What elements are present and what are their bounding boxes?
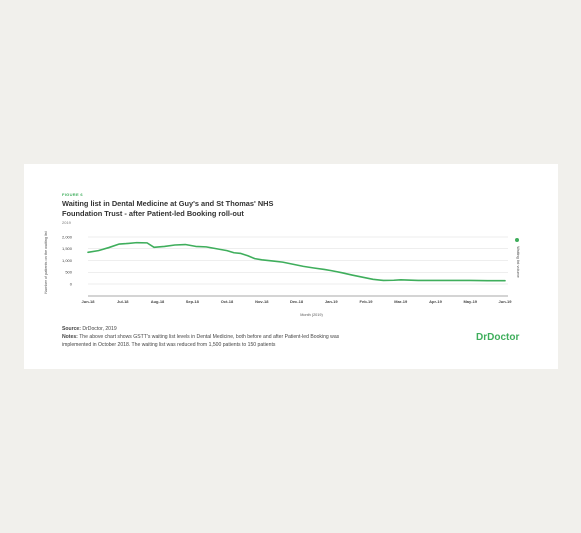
figure-card: FIGURE 6 Waiting list in Dental Medicine… xyxy=(24,164,558,369)
notes-text: The above chart shows GSTT's waiting lis… xyxy=(62,334,340,348)
y-tick-label: 0 xyxy=(70,281,73,286)
grid-lines xyxy=(88,236,508,285)
x-tick-label: Dec-18 xyxy=(290,299,304,304)
x-tick-label: Aug-18 xyxy=(151,299,165,304)
x-tick-label: Feb-19 xyxy=(360,299,374,304)
x-tick-label: May-19 xyxy=(463,299,477,304)
legend-marker xyxy=(515,238,519,242)
x-tick-label: Nov-18 xyxy=(255,299,269,304)
source-text: DrDoctor, 2019 xyxy=(82,326,117,332)
y-tick-label: 1,500 xyxy=(62,246,73,251)
y-axis-label: Number of patients on the waiting list xyxy=(44,230,48,293)
chart-title: Waiting list in Dental Medicine at Guy's… xyxy=(62,199,274,218)
brand-logo: DrDoctor xyxy=(476,332,520,343)
chart-subtitle: 2019 xyxy=(62,220,71,225)
x-tick-label: Jun-18 xyxy=(82,299,96,304)
x-tick-label: Jan-19 xyxy=(325,299,338,304)
series-line-waiting-list xyxy=(87,241,506,282)
line-chart: 0 500 1,000 1,500 2,000 Jun-18 Jul-18 Aug-18 Se… xyxy=(44,230,520,317)
notes-label: Notes: xyxy=(62,334,78,340)
notes-block: Notes: The above chart shows GSTT's wait… xyxy=(62,334,352,349)
x-tick-labels: Jun-18 Jul-18 Aug-18 Sep-18 Oct-18 Nov-18 Dec-… xyxy=(82,299,513,304)
x-tick-label: Jun-19 xyxy=(499,299,513,304)
source-line: Source: DrDoctor, 2019 xyxy=(62,326,117,332)
source-label: Source: xyxy=(62,326,81,332)
x-axis-label: Month (2019) xyxy=(300,313,323,317)
x-tick-label: Sep-18 xyxy=(186,299,200,304)
y-tick-labels: 0 500 1,000 1,500 2,000 xyxy=(62,234,73,286)
x-tick-label: Oct-18 xyxy=(221,299,234,304)
x-tick-label: Jul-18 xyxy=(117,299,129,304)
legend-label: Waiting list volume xyxy=(516,246,520,278)
x-tick-label: Apr-19 xyxy=(429,299,442,304)
y-tick-label: 500 xyxy=(65,270,72,275)
figure-label: FIGURE 6 xyxy=(62,192,83,197)
y-tick-label: 2,000 xyxy=(62,234,73,239)
y-tick-label: 1,000 xyxy=(62,258,73,263)
x-tick-label: Mar-19 xyxy=(394,299,408,304)
